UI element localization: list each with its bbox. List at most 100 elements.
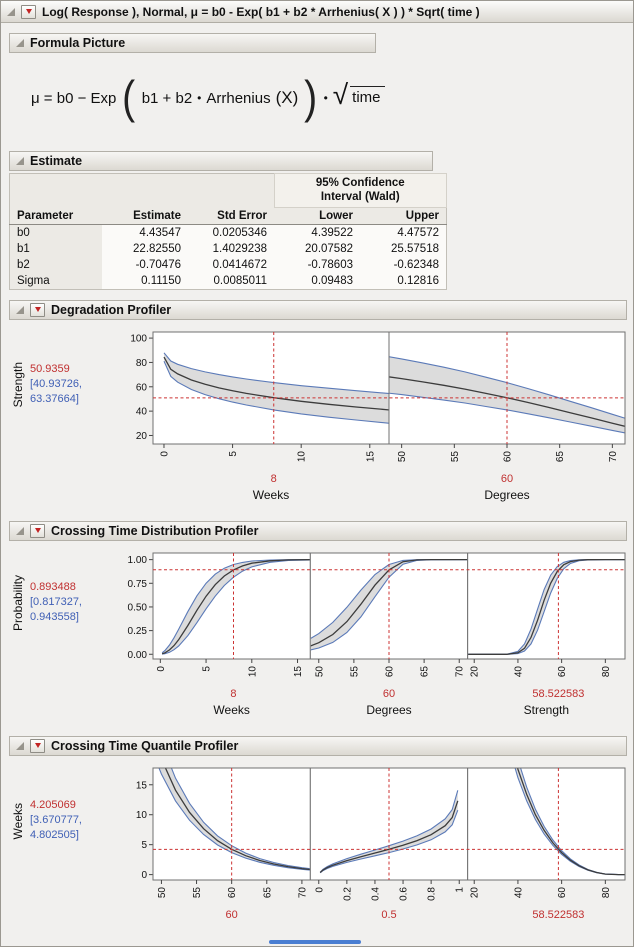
y-axis-info: Strength 50.9359 [40.93726, 63.37664] [9,326,113,444]
svg-text:60: 60 [557,665,568,677]
red-triangle-menu-button[interactable] [30,738,45,753]
factor-current-value[interactable]: 0.5 [381,909,396,921]
disclosure-icon[interactable] [16,526,24,535]
x-tick-labels: 0 0.2 0.4 0.6 0.8 1 [314,879,466,901]
crossing-time-quantile-profiler-svg[interactable]: 0 5 10 15 50 55 60 65 70 60 0 0.2 0.4 0.6 0.8 1 0.5 20 40 6… [113,762,627,929]
prediction-values: 4.205069 [3.670777, 4.802505] [30,798,82,843]
factor-current-value[interactable]: 60 [226,909,238,921]
model-title: Log( Response ), Normal, μ = b0 - Exp( b… [42,4,480,19]
x-tick-labels: 20 40 60 80 [470,658,612,677]
ci-upper-text: 0.943558] [30,611,79,624]
ci-group-header: 95% Confidence Interval (Wald) [273,173,447,208]
table-row: Sigma 0.11150 0.0085011 0.09483 0.12816 [9,272,447,290]
x-tick-labels: 20 40 60 80 [470,879,612,898]
y-axis-title: Probability [11,574,25,631]
disclosure-icon[interactable] [7,7,15,16]
estimate-section: Estimate 95% Confidence Interval (Wald) … [9,151,633,290]
svg-text:0: 0 [156,665,167,671]
ci-upper-text: 4.802505] [30,829,79,842]
ci-lower-text: [3.670777, [30,814,82,827]
red-triangle-menu-button[interactable] [21,4,36,19]
degradation-profiler-plot[interactable]: 20 40 60 80 100 0 5 10 15 8 Weeks 50 55 60 65 70 60 Degre… [113,326,627,511]
red-triangle-icon [34,743,41,749]
table-cell: 20.07582 [274,240,360,257]
table-cell: 0.0414672 [188,256,274,273]
svg-text:0.2: 0.2 [342,886,353,900]
svg-text:55: 55 [450,450,461,462]
disclosure-icon[interactable] [16,157,24,165]
svg-text:60: 60 [503,450,514,462]
factor-current-value[interactable]: 60 [383,688,395,700]
svg-text:0.75: 0.75 [128,579,148,590]
parameter-name: b1 [9,240,102,257]
svg-text:20: 20 [470,886,481,898]
svg-text:0.00: 0.00 [128,650,148,661]
profiler-panel: 0 5 10 15 8 Weeks [152,331,390,502]
factor-current-value[interactable]: 8 [230,688,236,700]
disclosure-icon[interactable] [16,741,24,750]
degradation-profiler-header[interactable]: Degradation Profiler [9,299,627,320]
x-axis-label: Weeks [253,488,289,502]
model-title-bar[interactable]: Log( Response ), Normal, μ = b0 - Exp( b… [1,1,633,23]
red-triangle-menu-button[interactable] [30,523,45,538]
table-cell: 0.12816 [360,272,447,290]
svg-text:50: 50 [157,886,168,898]
factor-current-value[interactable]: 60 [501,473,513,485]
table-cell: -0.70476 [102,256,188,273]
svg-text:70: 70 [455,665,466,677]
y-axis-title: Weeks [11,802,25,839]
column-header: Parameter [9,207,102,225]
formula-inner-terms: b1 + b2 [141,89,193,107]
y-axis-info: Weeks 4.205069 [3.670777, 4.802505] [9,762,113,880]
estimate-header[interactable]: Estimate [9,151,433,171]
crossing-time-quantile-profiler-section: Crossing Time Quantile Profiler Weeks 4.… [9,735,633,929]
table-cell: 1.4029238 [188,240,274,257]
section-title: Formula Picture [30,36,126,50]
column-header: Estimate [102,207,188,225]
horizontal-scrollbar-thumb[interactable] [269,940,361,944]
red-triangle-menu-button[interactable] [30,302,45,317]
distribution-profiler-plot[interactable]: 0.00 0.25 0.50 0.75 1.00 0 5 10 15 8 Weeks 50 55 60 65… [113,547,627,726]
parameter-name: Sigma [9,272,102,290]
degradation-profiler-svg[interactable]: 20 40 60 80 100 0 5 10 15 8 Weeks 50 55 60 65 70 60 Degre… [113,326,627,511]
table-cell: 0.0085011 [188,272,274,290]
table-cell: -0.62348 [360,256,447,273]
predicted-value: 4.205069 [30,799,76,812]
svg-text:0.4: 0.4 [370,886,381,900]
svg-text:70: 70 [608,450,619,462]
crossing-time-quantile-profiler-header[interactable]: Crossing Time Quantile Profiler [9,735,627,756]
crossing-time-distribution-profiler-header[interactable]: Crossing Time Distribution Profiler [9,520,627,541]
svg-text:60: 60 [385,665,396,677]
svg-text:0: 0 [159,450,170,456]
svg-text:0: 0 [141,870,147,881]
quantile-profiler-body: Weeks 4.205069 [3.670777, 4.802505] 0 5 10… [9,762,633,929]
ci-lower-text: [0.817327, [30,596,82,609]
svg-text:5: 5 [228,450,239,456]
svg-text:5: 5 [141,840,147,851]
table-cell: 4.47572 [360,224,447,241]
ci-upper-text: 63.37664] [30,393,79,406]
estimate-tbody: b0 4.43547 0.0205346 4.39522 4.47572 b1 22.825… [9,224,447,290]
svg-text:70: 70 [297,886,308,898]
table-row: b0 4.43547 0.0205346 4.39522 4.47572 [9,224,447,241]
x-axis-label: Weeks [213,703,249,717]
quantile-profiler-plot[interactable]: 0 5 10 15 50 55 60 65 70 60 0 0.2 0.4 0.6 0.8 1 0.5 20 40 6… [113,762,627,929]
factor-current-value[interactable]: 58.522583 [532,909,584,921]
y-axis-ticks: 0 5 10 15 [136,780,153,881]
formula-picture-header[interactable]: Formula Picture [9,33,376,53]
factor-current-value[interactable]: 8 [271,473,277,485]
formula-function-name: Arrhenius [206,89,271,107]
disclosure-icon[interactable] [16,39,24,47]
svg-text:1.00: 1.00 [128,555,148,566]
disclosure-icon[interactable] [16,305,24,314]
crossing-time-distribution-profiler-svg[interactable]: 0.00 0.25 0.50 0.75 1.00 0 5 10 15 8 Weeks 50 55 60 65… [113,547,627,726]
y-axis-ticks: 0.00 0.25 0.50 0.75 1.00 [128,555,153,661]
table-row: b1 22.82550 1.4029238 20.07582 25.57518 [9,240,447,257]
red-triangle-icon [25,9,32,14]
profiler-panel: 20 40 60 80 58.522583 [467,767,626,921]
profiler-panel: 50 55 60 65 70 60 Degrees [309,552,469,717]
formula-open-paren: ( [122,71,136,124]
table-row: b2 -0.70476 0.0414672 -0.78603 -0.62348 [9,256,447,273]
svg-text:65: 65 [555,450,566,462]
factor-current-value[interactable]: 58.522583 [532,688,584,700]
